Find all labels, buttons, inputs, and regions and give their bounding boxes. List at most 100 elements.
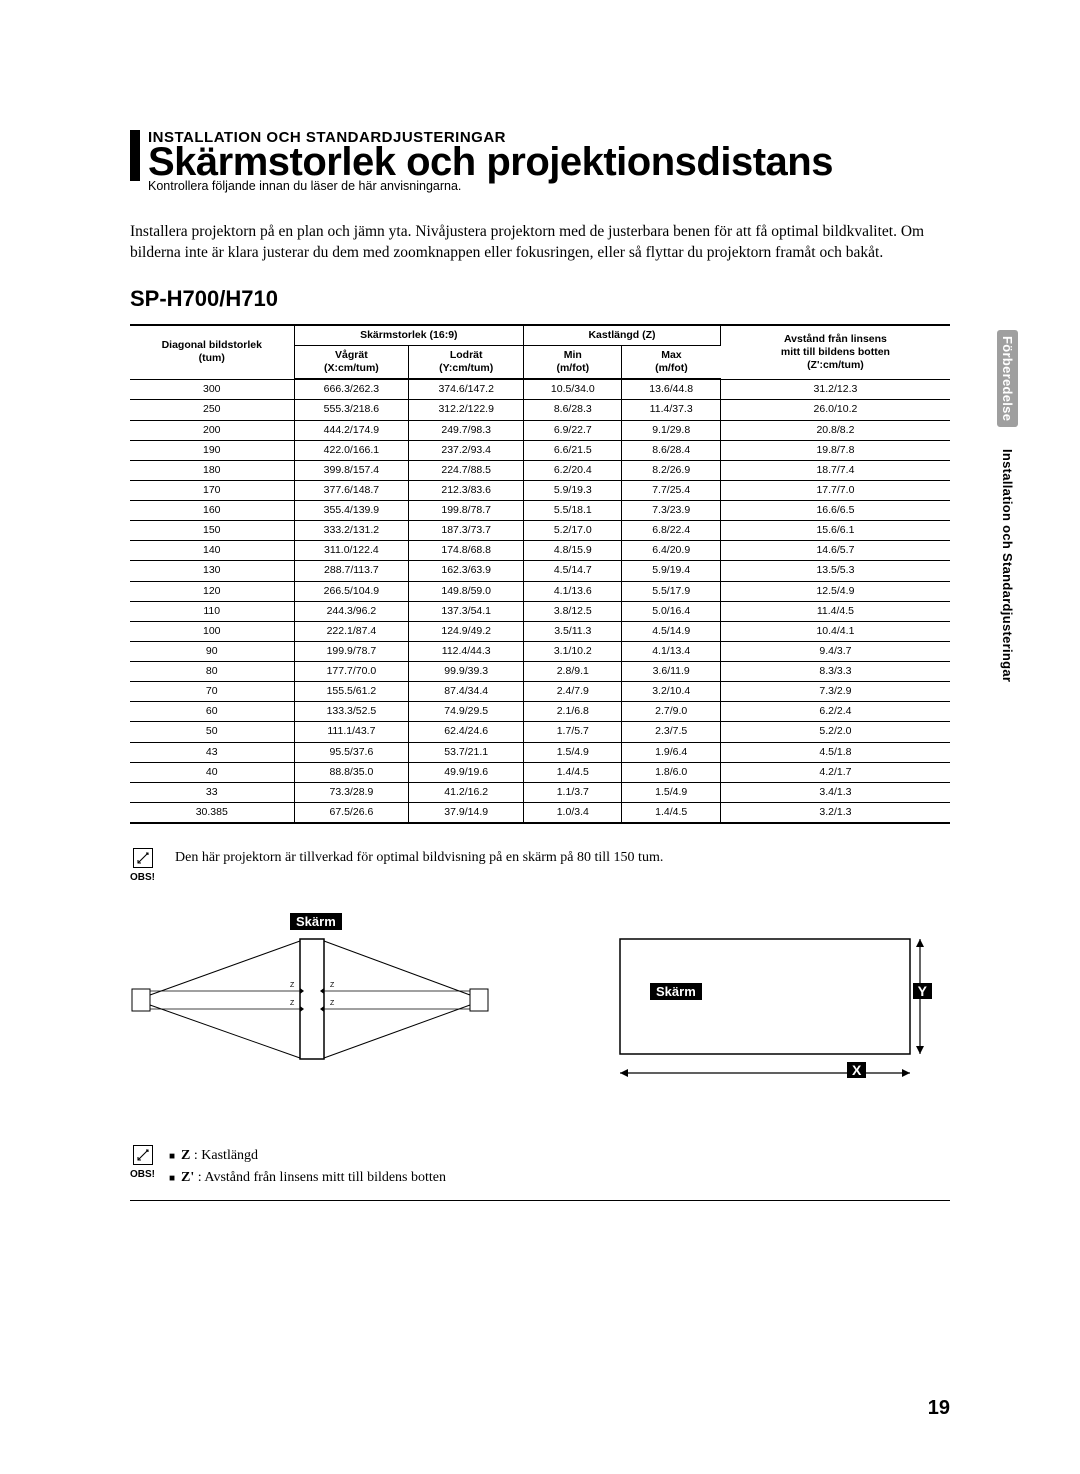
table-cell: 31.2/12.3	[720, 379, 950, 400]
table-cell: 4.8/15.9	[524, 541, 622, 561]
table-cell: 5.2/2.0	[720, 722, 950, 742]
table-cell: 100	[130, 621, 294, 641]
legend-list: ■Z : Kastlängd ■Z' : Avstånd från linsen…	[169, 1145, 446, 1190]
table-cell: 1.5/4.9	[622, 782, 720, 802]
table-cell: 199.8/78.7	[409, 501, 524, 521]
table-cell: 62.4/24.6	[409, 722, 524, 742]
note-icon	[133, 848, 153, 868]
table-cell: 1.5/4.9	[524, 742, 622, 762]
table-cell: 5.9/19.4	[622, 561, 720, 581]
table-cell: 20.8/8.2	[720, 420, 950, 440]
table-row: 70155.5/61.287.4/34.42.4/7.93.2/10.47.3/…	[130, 682, 950, 702]
table-cell: 155.5/61.2	[294, 682, 409, 702]
table-cell: 3.2/1.3	[720, 802, 950, 823]
table-cell: 74.9/29.5	[409, 702, 524, 722]
table-cell: 30.385	[130, 802, 294, 823]
table-cell: 5.5/17.9	[622, 581, 720, 601]
table-cell: 312.2/122.9	[409, 400, 524, 420]
table-cell: 555.3/218.6	[294, 400, 409, 420]
note-obs-label: OBS!	[130, 872, 155, 883]
table-cell: 3.6/11.9	[622, 662, 720, 682]
table-cell: 6.6/21.5	[524, 440, 622, 460]
table-cell: 16.6/6.5	[720, 501, 950, 521]
table-cell: 70	[130, 682, 294, 702]
table-cell: 212.3/83.6	[409, 480, 524, 500]
table-cell: 133.3/52.5	[294, 702, 409, 722]
table-cell: 73.3/28.9	[294, 782, 409, 802]
table-cell: 4.1/13.6	[524, 581, 622, 601]
th-min: Min (m/fot)	[524, 346, 622, 380]
table-row: 80177.7/70.099.9/39.32.8/9.13.6/11.98.3/…	[130, 662, 950, 682]
legend-item: ■Z : Kastlängd	[169, 1145, 446, 1167]
th-offset: Avstånd från linsens mitt till bildens b…	[720, 325, 950, 379]
table-cell: 7.3/23.9	[622, 501, 720, 521]
table-cell: 80	[130, 662, 294, 682]
table-cell: 2.1/6.8	[524, 702, 622, 722]
projection-table: Diagonal bildstorlek (tum) Skärmstorlek …	[130, 324, 950, 824]
table-cell: 5.9/19.3	[524, 480, 622, 500]
diagram-front-view: Skärm Y X	[610, 933, 950, 1103]
table-cell: 6.2/2.4	[720, 702, 950, 722]
table-cell: 8.3/3.3	[720, 662, 950, 682]
page-title: Skärmstorlek och projektionsdistans	[130, 143, 950, 181]
table-cell: 160	[130, 501, 294, 521]
table-row: 30.38567.5/26.637.9/14.91.0/3.41.4/4.53.…	[130, 802, 950, 823]
table-cell: 1.8/6.0	[622, 762, 720, 782]
table-cell: 374.6/147.2	[409, 379, 524, 400]
table-cell: 12.5/4.9	[720, 581, 950, 601]
table-cell: 7.3/2.9	[720, 682, 950, 702]
table-cell: 87.4/34.4	[409, 682, 524, 702]
table-cell: 1.7/5.7	[524, 722, 622, 742]
table-cell: 8.2/26.9	[622, 460, 720, 480]
table-row: 180399.8/157.4224.7/88.56.2/20.48.2/26.9…	[130, 460, 950, 480]
table-row: 200444.2/174.9249.7/98.36.9/22.79.1/29.8…	[130, 420, 950, 440]
table-cell: 13.6/44.8	[622, 379, 720, 400]
table-cell: 333.2/131.2	[294, 521, 409, 541]
page-number: 19	[928, 1397, 950, 1420]
table-cell: 18.7/7.4	[720, 460, 950, 480]
table-cell: 250	[130, 400, 294, 420]
table-cell: 8.6/28.3	[524, 400, 622, 420]
table-cell: 4.5/1.8	[720, 742, 950, 762]
note-text: Den här projektorn är tillverkad för opt…	[175, 848, 663, 866]
table-cell: 199.9/78.7	[294, 641, 409, 661]
table-cell: 37.9/14.9	[409, 802, 524, 823]
th-screen-size: Skärmstorlek (16:9)	[294, 325, 524, 346]
table-cell: 3.4/1.3	[720, 782, 950, 802]
table-cell: 137.3/54.1	[409, 601, 524, 621]
table-row: 300666.3/262.3374.6/147.210.5/34.013.6/4…	[130, 379, 950, 400]
side-tab-install: Installation och Standardjusteringar	[1000, 449, 1015, 682]
svg-text:Z: Z	[330, 1000, 335, 1007]
note-icon	[133, 1145, 153, 1165]
table-row: 60133.3/52.574.9/29.52.1/6.82.7/9.06.2/2…	[130, 702, 950, 722]
table-cell: 111.1/43.7	[294, 722, 409, 742]
table-cell: 53.7/21.1	[409, 742, 524, 762]
table-cell: 110	[130, 601, 294, 621]
table-cell: 200	[130, 420, 294, 440]
table-cell: 43	[130, 742, 294, 762]
svg-text:Z: Z	[330, 982, 335, 989]
table-cell: 399.8/157.4	[294, 460, 409, 480]
table-cell: 1.4/4.5	[524, 762, 622, 782]
table-cell: 444.2/174.9	[294, 420, 409, 440]
table-cell: 5.5/18.1	[524, 501, 622, 521]
table-cell: 50	[130, 722, 294, 742]
table-row: 190422.0/166.1237.2/93.46.6/21.58.6/28.4…	[130, 440, 950, 460]
table-cell: 67.5/26.6	[294, 802, 409, 823]
table-cell: 237.2/93.4	[409, 440, 524, 460]
table-cell: 10.5/34.0	[524, 379, 622, 400]
table-cell: 177.7/70.0	[294, 662, 409, 682]
table-cell: 124.9/49.2	[409, 621, 524, 641]
table-cell: 666.3/262.3	[294, 379, 409, 400]
table-cell: 9.1/29.8	[622, 420, 720, 440]
th-throw: Kastlängd (Z)	[524, 325, 721, 346]
table-cell: 149.8/59.0	[409, 581, 524, 601]
table-row: 250555.3/218.6312.2/122.98.6/28.311.4/37…	[130, 400, 950, 420]
table-cell: 3.2/10.4	[622, 682, 720, 702]
table-cell: 4.1/13.4	[622, 641, 720, 661]
table-cell: 40	[130, 762, 294, 782]
table-cell: 1.4/4.5	[622, 802, 720, 823]
table-cell: 6.9/22.7	[524, 420, 622, 440]
svg-text:Z: Z	[290, 982, 295, 989]
table-cell: 10.4/4.1	[720, 621, 950, 641]
